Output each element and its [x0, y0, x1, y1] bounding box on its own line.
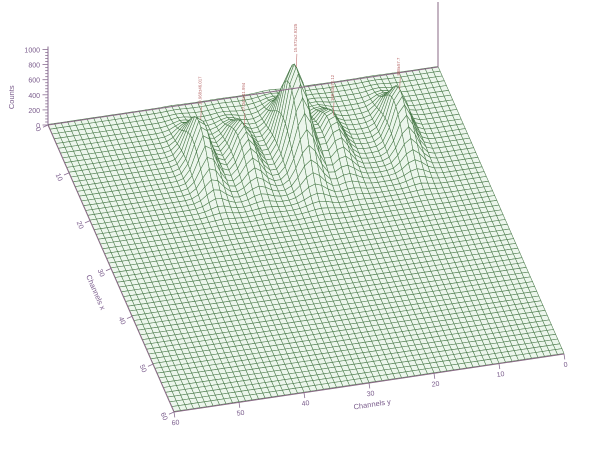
svg-text:50: 50	[236, 410, 245, 418]
svg-text:Counts: Counts	[7, 85, 16, 109]
svg-text:0: 0	[36, 123, 40, 130]
svg-text:168.53±72.12: 168.53±72.12	[330, 74, 335, 101]
svg-text:19.968±46.017: 19.968±46.017	[197, 76, 202, 105]
svg-text:27.044±41.994: 27.044±41.994	[241, 82, 246, 111]
svg-text:10: 10	[496, 371, 505, 379]
svg-text:1000: 1000	[24, 48, 40, 55]
svg-text:400: 400	[28, 93, 40, 100]
svg-text:888±57.7: 888±57.7	[396, 57, 401, 76]
svg-text:20: 20	[431, 381, 440, 389]
svg-text:200: 200	[28, 108, 40, 115]
svg-text:800: 800	[28, 63, 40, 70]
svg-text:60: 60	[171, 419, 180, 427]
svg-text:40: 40	[301, 400, 310, 408]
svg-text:600: 600	[28, 78, 40, 85]
svg-text:15.972±2.9325: 15.972±2.9325	[293, 23, 298, 52]
svg-text:30: 30	[366, 390, 375, 398]
